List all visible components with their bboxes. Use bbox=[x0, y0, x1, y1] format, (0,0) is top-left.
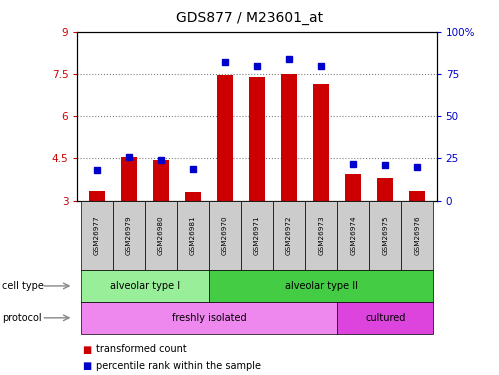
Bar bbox=[281, 74, 297, 201]
Text: GDS877 / M23601_at: GDS877 / M23601_at bbox=[176, 11, 323, 25]
Text: GSM26971: GSM26971 bbox=[254, 216, 260, 255]
Text: GSM26972: GSM26972 bbox=[286, 216, 292, 255]
Text: alveolar type I: alveolar type I bbox=[110, 281, 180, 291]
Text: freshly isolated: freshly isolated bbox=[172, 313, 246, 323]
Bar bbox=[153, 160, 169, 201]
Text: GSM26975: GSM26975 bbox=[382, 216, 388, 255]
Text: ■: ■ bbox=[82, 345, 92, 354]
Bar bbox=[217, 75, 233, 201]
Text: alveolar type II: alveolar type II bbox=[284, 281, 358, 291]
Text: GSM26970: GSM26970 bbox=[222, 216, 228, 255]
Bar bbox=[185, 192, 201, 201]
Text: cell type: cell type bbox=[2, 281, 44, 291]
Text: GSM26973: GSM26973 bbox=[318, 216, 324, 255]
Bar bbox=[409, 191, 425, 201]
Text: percentile rank within the sample: percentile rank within the sample bbox=[96, 361, 261, 370]
Bar bbox=[377, 178, 393, 201]
Text: GSM26980: GSM26980 bbox=[158, 216, 164, 255]
Text: cultured: cultured bbox=[365, 313, 406, 323]
Text: transformed count: transformed count bbox=[96, 345, 187, 354]
Bar bbox=[313, 84, 329, 201]
Text: GSM26979: GSM26979 bbox=[126, 216, 132, 255]
Text: GSM26974: GSM26974 bbox=[350, 216, 356, 255]
Bar bbox=[249, 77, 265, 201]
Text: ■: ■ bbox=[82, 361, 92, 370]
Text: GSM26976: GSM26976 bbox=[414, 216, 420, 255]
Bar bbox=[88, 191, 105, 201]
Text: GSM26977: GSM26977 bbox=[94, 216, 100, 255]
Bar bbox=[345, 174, 361, 201]
Text: protocol: protocol bbox=[2, 313, 42, 323]
Text: GSM26981: GSM26981 bbox=[190, 216, 196, 255]
Bar bbox=[121, 157, 137, 201]
